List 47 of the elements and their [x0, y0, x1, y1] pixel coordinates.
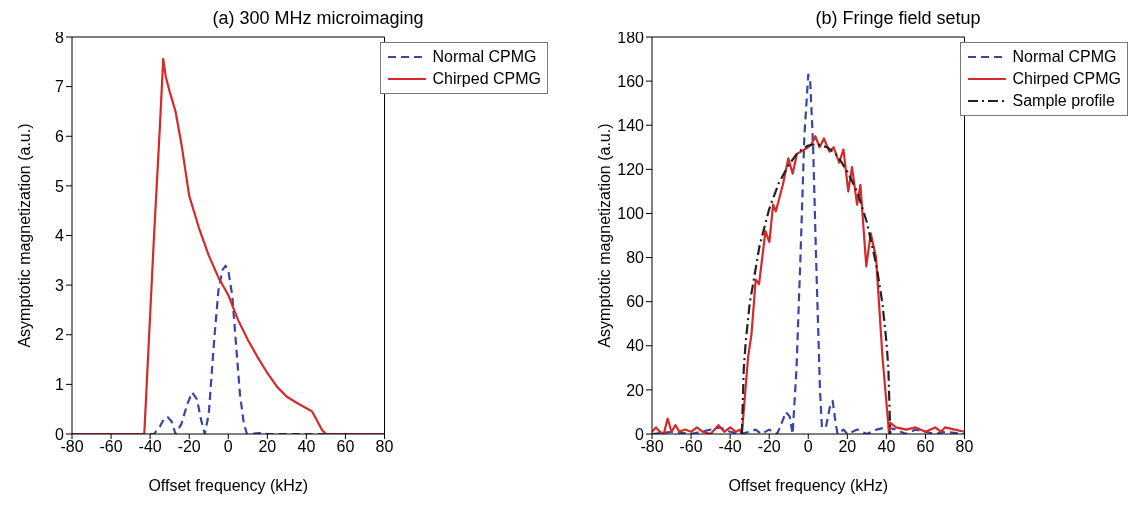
y-tick-label: 140 — [617, 116, 645, 134]
y-tick-label: 180 — [617, 28, 645, 46]
y-axis-title: Asymptotic magnetization (a.u.) — [15, 123, 33, 348]
legend-label: Sample profile — [1012, 91, 1115, 111]
y-axis-title: Asymptotic magnetization (a.u.) — [595, 123, 613, 348]
legend-label: Normal CPMG — [432, 47, 537, 67]
legend-label: Normal CPMG — [1012, 47, 1117, 67]
x-tick-label: -20 — [757, 438, 781, 456]
x-tick-label: 80 — [955, 438, 974, 456]
y-tick-label: 80 — [626, 249, 645, 267]
chart-title: (a) 300 MHz microimaging — [212, 8, 424, 28]
x-tick-label: -60 — [99, 438, 123, 456]
x-tick-label: 20 — [258, 438, 277, 456]
x-tick-label: 40 — [877, 438, 896, 456]
x-tick-label: 0 — [803, 438, 813, 456]
y-tick-label: 100 — [617, 205, 645, 223]
x-tick-label: 60 — [336, 438, 355, 456]
x-tick-label: -60 — [679, 438, 703, 456]
x-tick-label: 60 — [916, 438, 935, 456]
y-tick-label: 7 — [55, 78, 65, 96]
legend-label: Chirped CPMG — [1012, 69, 1121, 89]
x-tick-label: -20 — [177, 438, 201, 456]
y-tick-label: 5 — [55, 177, 65, 195]
y-tick-label: 20 — [626, 381, 645, 399]
x-tick-label: -40 — [718, 438, 742, 456]
legend-label: Chirped CPMG — [432, 69, 541, 89]
x-tick-label: 80 — [375, 438, 394, 456]
y-tick-label: 8 — [55, 28, 65, 46]
y-tick-label: 60 — [626, 293, 645, 311]
y-tick-label: 120 — [617, 161, 645, 179]
y-tick-label: 0 — [55, 425, 65, 443]
chart-title: (b) Fringe field setup — [815, 8, 981, 28]
x-tick-label: -40 — [138, 438, 162, 456]
x-tick-label: 20 — [838, 438, 857, 456]
line-series — [740, 142, 892, 434]
y-tick-label: 3 — [55, 276, 65, 294]
y-tick-label: 1 — [55, 376, 65, 394]
x-axis-title: Offset frequency (kHz) — [148, 477, 309, 495]
y-tick-label: 40 — [626, 337, 645, 355]
y-tick-label: 0 — [635, 425, 645, 443]
y-tick-label: 4 — [55, 227, 65, 245]
x-tick-label: 40 — [297, 438, 316, 456]
y-tick-label: 6 — [55, 127, 65, 145]
x-axis-title: Offset frequency (kHz) — [728, 477, 889, 495]
x-tick-label: 0 — [223, 438, 233, 456]
y-tick-label: 2 — [55, 326, 65, 344]
y-tick-label: 160 — [617, 72, 645, 90]
